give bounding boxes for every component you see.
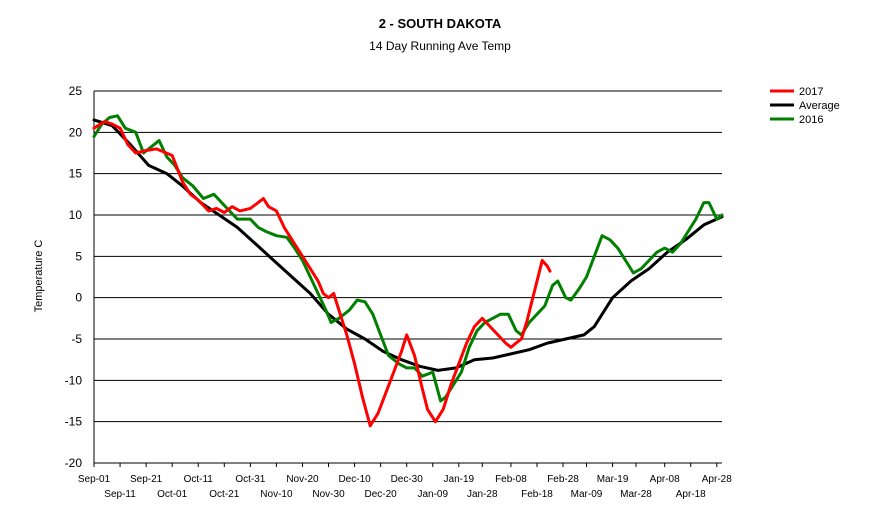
y-tick-label: -5 (71, 332, 82, 346)
plot-area (92, 114, 724, 428)
x-tick-label: Dec-20 (365, 489, 398, 500)
x-tick-label: Mar-28 (620, 489, 652, 500)
x-tick-label: Nov-20 (286, 474, 319, 485)
x-tick-label: Sep-21 (130, 474, 163, 485)
y-tick-label: 10 (69, 208, 83, 222)
x-tick-label: Apr-28 (702, 474, 732, 485)
y-tick-label: 5 (75, 249, 82, 263)
series-line-average (92, 118, 724, 372)
x-tick-label: Oct-31 (235, 474, 265, 485)
chart-title: 2 - SOUTH DAKOTA (379, 16, 502, 31)
y-tick-label: 20 (69, 125, 83, 139)
x-tick-label: Jan-09 (417, 489, 448, 500)
x-tick-label: Sep-11 (104, 489, 136, 500)
series-line-2017 (92, 120, 552, 428)
x-tick-label: Apr-18 (676, 489, 706, 500)
x-tick-label: Nov-10 (260, 489, 293, 500)
x-tick-label: Mar-09 (571, 489, 603, 500)
x-tick-label: Feb-18 (521, 489, 553, 500)
x-tick-label: Jan-19 (444, 474, 475, 485)
x-tick-label: Feb-08 (495, 474, 527, 485)
legend: 2017 Average 2016 (770, 86, 840, 126)
series-line-2016 (92, 114, 724, 403)
x-tick-label: Feb-28 (547, 474, 579, 485)
x-tick-label: Oct-11 (184, 474, 214, 485)
x-tick-label: Jan-28 (467, 489, 498, 500)
chart-subtitle: 14 Day Running Ave Temp (369, 39, 511, 53)
y-tick-label: 15 (69, 167, 83, 181)
y-tick-label: -10 (65, 373, 83, 387)
y-axis-label: Temperature C (33, 240, 45, 313)
gridlines (93, 90, 722, 467)
x-tick-labels: Sep-01 Sep-11 Sep-21 Oct-01 Oct-11 Oct-21 Oct-… (78, 474, 732, 500)
x-tick-label: Dec-30 (391, 474, 424, 485)
x-tick-label: Dec-10 (338, 474, 371, 485)
y-tick-label: -15 (65, 415, 83, 429)
x-tick-label: Oct-21 (209, 489, 239, 500)
legend-label: 2017 (799, 86, 823, 98)
y-tick-labels: 25 20 15 10 5 0 -5 -10 -15 -20 (65, 84, 83, 470)
legend-label: Average (799, 100, 840, 112)
x-tick-label: Oct-01 (157, 489, 187, 500)
x-tick-label: Nov-30 (312, 489, 345, 500)
x-tick-label: Apr-08 (650, 474, 680, 485)
x-tick-label: Mar-19 (597, 474, 629, 485)
legend-label: 2016 (799, 114, 823, 126)
y-tick-label: 25 (69, 84, 83, 98)
y-tick-label: -20 (65, 456, 83, 470)
x-tick-label: Sep-01 (78, 474, 111, 485)
y-tick-label: 0 (75, 291, 82, 305)
